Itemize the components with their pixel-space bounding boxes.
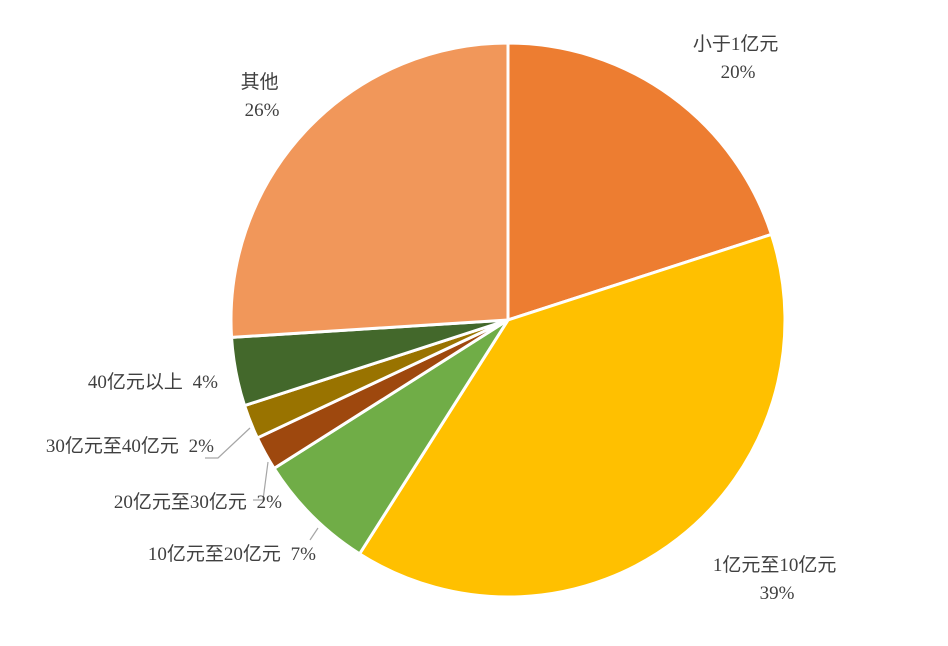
data-label-lt1: 小于1亿元 20% bbox=[693, 33, 783, 83]
percent-label: 2% bbox=[257, 492, 283, 513]
category-label: 小于1亿元 bbox=[693, 33, 779, 55]
data-labels: 小于1亿元 20% 1亿元至10亿元 39% 10亿元至20亿元 7% 20亿元… bbox=[46, 33, 841, 604]
category-label: 30亿元至40亿元 bbox=[46, 435, 179, 457]
pie-slice-0 bbox=[506, 41, 773, 322]
percent-label: 39% bbox=[760, 583, 795, 604]
data-label-gt40: 40亿元以上 4% bbox=[88, 371, 218, 393]
category-label: 20亿元至30亿元 bbox=[114, 491, 247, 513]
leader-line-20-30 bbox=[253, 461, 269, 501]
pie-slice-2 bbox=[272, 318, 510, 556]
category-label: 1亿元至10亿元 bbox=[713, 554, 837, 576]
pie-slice-1 bbox=[358, 232, 787, 599]
percent-label: 4% bbox=[193, 372, 219, 393]
percent-label: 7% bbox=[291, 544, 317, 565]
data-label-10-20: 10亿元至20亿元 7% bbox=[148, 543, 316, 565]
category-label: 其他 bbox=[241, 71, 279, 93]
pie-slices bbox=[229, 41, 787, 599]
percent-label: 2% bbox=[189, 436, 215, 457]
leader-line-10-20 bbox=[309, 527, 319, 541]
leader-lines bbox=[205, 427, 319, 541]
percent-label: 26% bbox=[245, 100, 280, 121]
data-label-other: 其他 26% bbox=[241, 71, 284, 121]
leader-line-30-40 bbox=[205, 427, 251, 459]
category-label: 40亿元以上 bbox=[88, 371, 183, 393]
pie-slice-6 bbox=[229, 41, 510, 339]
data-label-30-40: 30亿元至40亿元 2% bbox=[46, 435, 214, 457]
data-label-1-10: 1亿元至10亿元 39% bbox=[713, 554, 841, 604]
percent-label: 20% bbox=[721, 62, 756, 83]
category-label: 10亿元至20亿元 bbox=[148, 543, 281, 565]
data-label-20-30: 20亿元至30亿元 2% bbox=[114, 491, 282, 513]
